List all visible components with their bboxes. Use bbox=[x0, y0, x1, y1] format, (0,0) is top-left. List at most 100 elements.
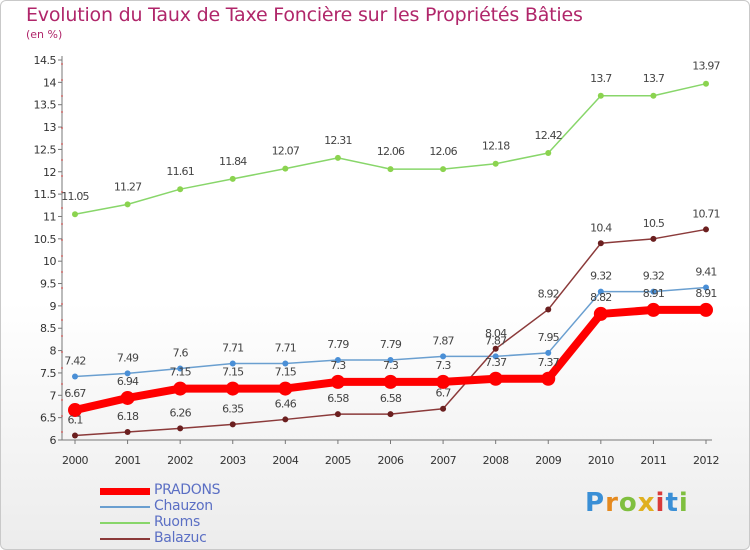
y-tick-label: 10 bbox=[43, 255, 56, 268]
data-point-chauzon bbox=[387, 356, 394, 363]
data-point-ruoms bbox=[124, 201, 131, 208]
data-label-balazuc: 10.4 bbox=[590, 221, 612, 234]
data-label-pradons: 6.94 bbox=[117, 375, 139, 388]
data-point-chauzon bbox=[334, 356, 341, 363]
data-point-pradons bbox=[699, 302, 713, 317]
data-point-pradons bbox=[646, 302, 661, 317]
data-point-ruoms bbox=[597, 92, 604, 99]
data-label-pradons: 6.67 bbox=[64, 387, 86, 400]
data-label-balazuc: 8.04 bbox=[485, 327, 507, 340]
data-point-balazuc bbox=[650, 235, 657, 242]
data-point-ruoms bbox=[72, 211, 78, 218]
data-label-pradons: 7.15 bbox=[170, 366, 192, 379]
y-tick-label: 7 bbox=[50, 389, 57, 402]
x-tick-label: 2011 bbox=[640, 454, 666, 467]
legend-swatch-chauzon bbox=[100, 506, 150, 508]
data-label-chauzon: 7.49 bbox=[117, 351, 139, 364]
data-label-balazuc: 6.58 bbox=[380, 392, 402, 405]
data-point-pradons bbox=[541, 371, 556, 386]
data-label-ruoms: 12.06 bbox=[377, 145, 405, 158]
legend-swatch-ruoms bbox=[100, 522, 150, 524]
data-label-pradons: 7.37 bbox=[485, 356, 507, 369]
data-label-ruoms: 13.97 bbox=[692, 60, 720, 73]
data-point-chauzon bbox=[492, 353, 499, 360]
legend-swatch-balazuc bbox=[100, 538, 150, 540]
data-label-chauzon: 7.87 bbox=[432, 334, 454, 347]
data-point-pradons bbox=[120, 390, 135, 405]
y-tick-label: 13.5 bbox=[34, 99, 57, 112]
data-label-chauzon: 7.42 bbox=[64, 355, 85, 368]
data-label-chauzon: 7.71 bbox=[222, 342, 243, 355]
data-point-pradons bbox=[173, 381, 188, 396]
x-tick-label: 2012 bbox=[693, 454, 719, 467]
y-tick-label: 6.5 bbox=[40, 412, 56, 425]
data-label-chauzon: 9.32 bbox=[590, 270, 611, 283]
y-tick-label: 10.5 bbox=[34, 233, 57, 246]
data-label-ruoms: 12.42 bbox=[535, 129, 563, 142]
data-label-ruoms: 11.27 bbox=[114, 180, 142, 193]
data-point-ruoms bbox=[703, 80, 709, 87]
chart-title: Evolution du Taux de Taxe Foncière sur l… bbox=[26, 4, 583, 26]
legend-label-balazuc: Balazuc bbox=[154, 530, 207, 546]
x-tick-label: 2008 bbox=[483, 454, 509, 467]
x-tick-label: 2006 bbox=[378, 454, 404, 467]
data-label-balazuc: 6.7 bbox=[436, 387, 452, 400]
data-point-chauzon bbox=[545, 349, 552, 356]
x-tick-label: 2002 bbox=[167, 454, 193, 467]
x-tick-label: 2001 bbox=[115, 454, 141, 467]
y-tick-label: 12 bbox=[43, 166, 56, 179]
data-point-chauzon bbox=[597, 288, 604, 295]
data-point-chauzon bbox=[124, 370, 131, 377]
data-label-ruoms: 11.61 bbox=[166, 165, 194, 178]
data-point-ruoms bbox=[545, 149, 552, 156]
data-label-balazuc: 10.5 bbox=[643, 217, 665, 230]
data-point-pradons bbox=[225, 381, 240, 396]
data-label-pradons: 7.37 bbox=[538, 356, 560, 369]
data-label-balazuc: 6.1 bbox=[67, 414, 82, 427]
data-point-ruoms bbox=[334, 154, 341, 161]
data-point-balazuc bbox=[334, 411, 341, 418]
data-point-chauzon bbox=[177, 365, 184, 372]
data-label-chauzon: 7.79 bbox=[327, 338, 349, 351]
y-tick-label: 12.5 bbox=[34, 143, 57, 156]
data-label-pradons: 7.3 bbox=[383, 359, 399, 372]
data-point-balazuc bbox=[597, 240, 604, 247]
data-point-chauzon bbox=[703, 284, 709, 291]
data-label-ruoms: 12.31 bbox=[324, 134, 352, 147]
data-point-chauzon bbox=[282, 360, 289, 367]
data-point-chauzon bbox=[650, 288, 657, 295]
data-point-ruoms bbox=[440, 166, 447, 173]
data-label-ruoms: 13.7 bbox=[590, 72, 612, 85]
data-label-ruoms: 11.84 bbox=[219, 155, 247, 168]
y-tick-label: 11.5 bbox=[34, 188, 57, 201]
data-point-ruoms bbox=[387, 166, 394, 173]
data-point-chauzon bbox=[440, 353, 447, 360]
data-label-chauzon: 7.6 bbox=[173, 346, 189, 359]
data-label-ruoms: 12.07 bbox=[272, 145, 300, 158]
y-tick-label: 8.5 bbox=[40, 322, 56, 335]
data-label-balazuc: 6.35 bbox=[222, 402, 244, 415]
y-tick-label: 11 bbox=[43, 210, 56, 223]
data-point-ruoms bbox=[650, 92, 657, 99]
y-tick-label: 13 bbox=[43, 121, 56, 134]
data-label-balazuc: 6.18 bbox=[117, 410, 139, 423]
data-point-chauzon bbox=[72, 373, 78, 380]
y-tick-label: 7.5 bbox=[40, 367, 56, 380]
x-tick-label: 2009 bbox=[535, 454, 561, 467]
x-tick-label: 2010 bbox=[588, 454, 614, 467]
data-point-balazuc bbox=[387, 411, 394, 418]
data-label-chauzon: 7.87 bbox=[485, 334, 507, 347]
y-tick-label: 14.5 bbox=[34, 54, 57, 67]
data-point-ruoms bbox=[229, 175, 236, 182]
data-point-pradons bbox=[593, 306, 608, 321]
x-tick-label: 2007 bbox=[430, 454, 456, 467]
data-point-pradons bbox=[488, 371, 503, 386]
data-point-balazuc bbox=[703, 226, 709, 233]
data-point-ruoms bbox=[177, 186, 184, 193]
data-label-balazuc: 6.46 bbox=[275, 397, 297, 410]
proxiti-logo: Proxiti bbox=[585, 488, 689, 518]
legend-label-chauzon: Chauzon bbox=[154, 498, 213, 514]
data-label-ruoms: 13.7 bbox=[643, 72, 665, 85]
